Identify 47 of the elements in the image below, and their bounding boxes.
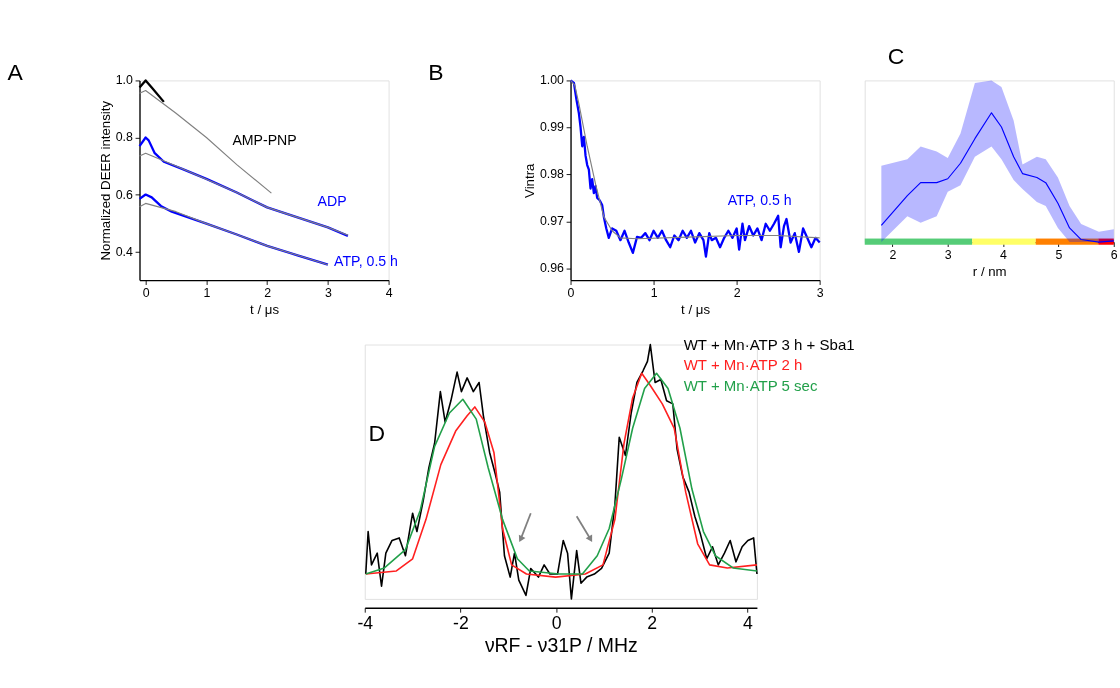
x-tick-label: 2 [733,286,741,301]
x-axis-title: t / μs [250,302,280,318]
x-tick-label: 3 [944,248,952,263]
y-tick-label: 0.99 [539,120,565,135]
x-tick-label: 4 [742,613,753,634]
y-tick-label: 0.98 [539,167,565,182]
x-tick-label: 4 [1000,248,1008,263]
y-tick-label: 0.96 [539,261,565,276]
x-tick-label: 5 [1055,248,1063,263]
x-tick-label: -2 [453,613,469,634]
series-label: ADP [317,192,347,209]
x-tick-label: 0 [142,286,150,301]
x-tick-label: 3 [816,286,824,301]
x-tick-label: 3 [324,286,332,301]
line-series [138,152,349,236]
y-axis-title: Vintra [521,162,537,198]
text: WT + Mn·ATP 2 h [683,356,803,374]
line-series [138,136,350,238]
x-tick-label: 2 [264,286,272,301]
chart-title: B [428,59,444,86]
chart-title: C [887,42,905,69]
y-tick-label: 0.6 [115,187,134,202]
y-axis-title: Normalized DEER intensity [97,100,113,261]
x-tick-label: 6 [1110,248,1118,263]
y-tick-label: 0.8 [115,130,134,145]
series-label: ATP, 0.5 h [727,192,792,209]
x-axis-title: t / μs [681,302,711,318]
x-tick-label: 1 [203,286,211,301]
x-tick-label: 1 [650,286,658,301]
y-tick-label: 0.4 [115,244,134,259]
text: AMP-PNP [232,132,297,149]
text: D [368,419,385,446]
y-tick-label: 0.97 [539,214,565,229]
series-label: WT + Mn·ATP 5 sec [683,376,818,394]
chart-title: A [7,59,24,86]
series-label: ATP, 0.5 h [334,253,398,270]
x-tick-label: 0 [551,613,562,634]
x-tick-label: -4 [357,613,374,634]
y-tick-label: 1.0 [115,73,134,88]
x-tick-label: 2 [647,613,658,634]
x-tick-label: 4 [385,286,393,301]
x-axis-title: νRF - ν31P / MHz [484,633,638,656]
x-tick-label: 0 [567,286,575,301]
text: WT + Mn·ATP 3 h + Sba1 [683,335,855,353]
y-tick-label: 1.00 [539,73,565,88]
x-axis-title: r / nm [972,264,1007,280]
x-tick-label: 2 [889,248,897,263]
